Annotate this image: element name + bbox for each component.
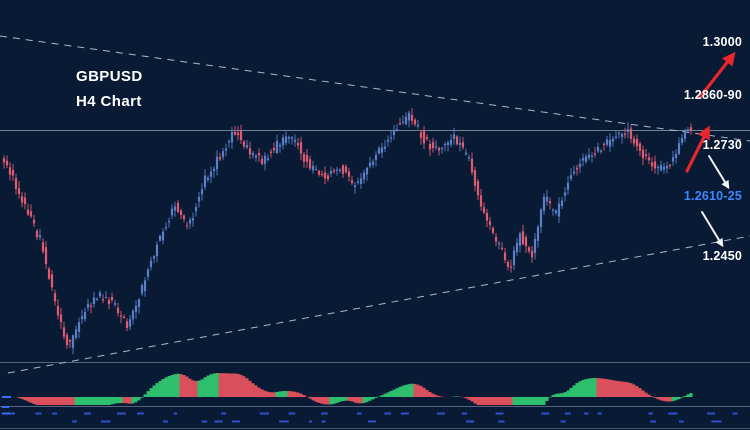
- level-1-2610-25: 1.2610-25: [683, 189, 742, 203]
- level-1-3000: 1.3000: [702, 35, 742, 49]
- ascending-support-trendline: [7, 235, 750, 374]
- symbol-label: GBPUSD: [76, 68, 143, 85]
- bullish-projection-arrow: [698, 51, 736, 99]
- chart-header: GBPUSD H4 Chart: [76, 64, 143, 114]
- bearish-projection-arrow: [708, 155, 730, 190]
- timeframe-label: H4 Chart: [76, 93, 142, 110]
- descending-resistance-trendline: [0, 35, 750, 142]
- level-1-2730: 1.2730: [702, 138, 742, 152]
- bullish-projection-arrow: [685, 125, 710, 173]
- level-1-2450: 1.2450: [702, 249, 742, 263]
- bearish-projection-arrow: [701, 211, 724, 248]
- level-1-2860-90: 1.2860-90: [683, 88, 742, 102]
